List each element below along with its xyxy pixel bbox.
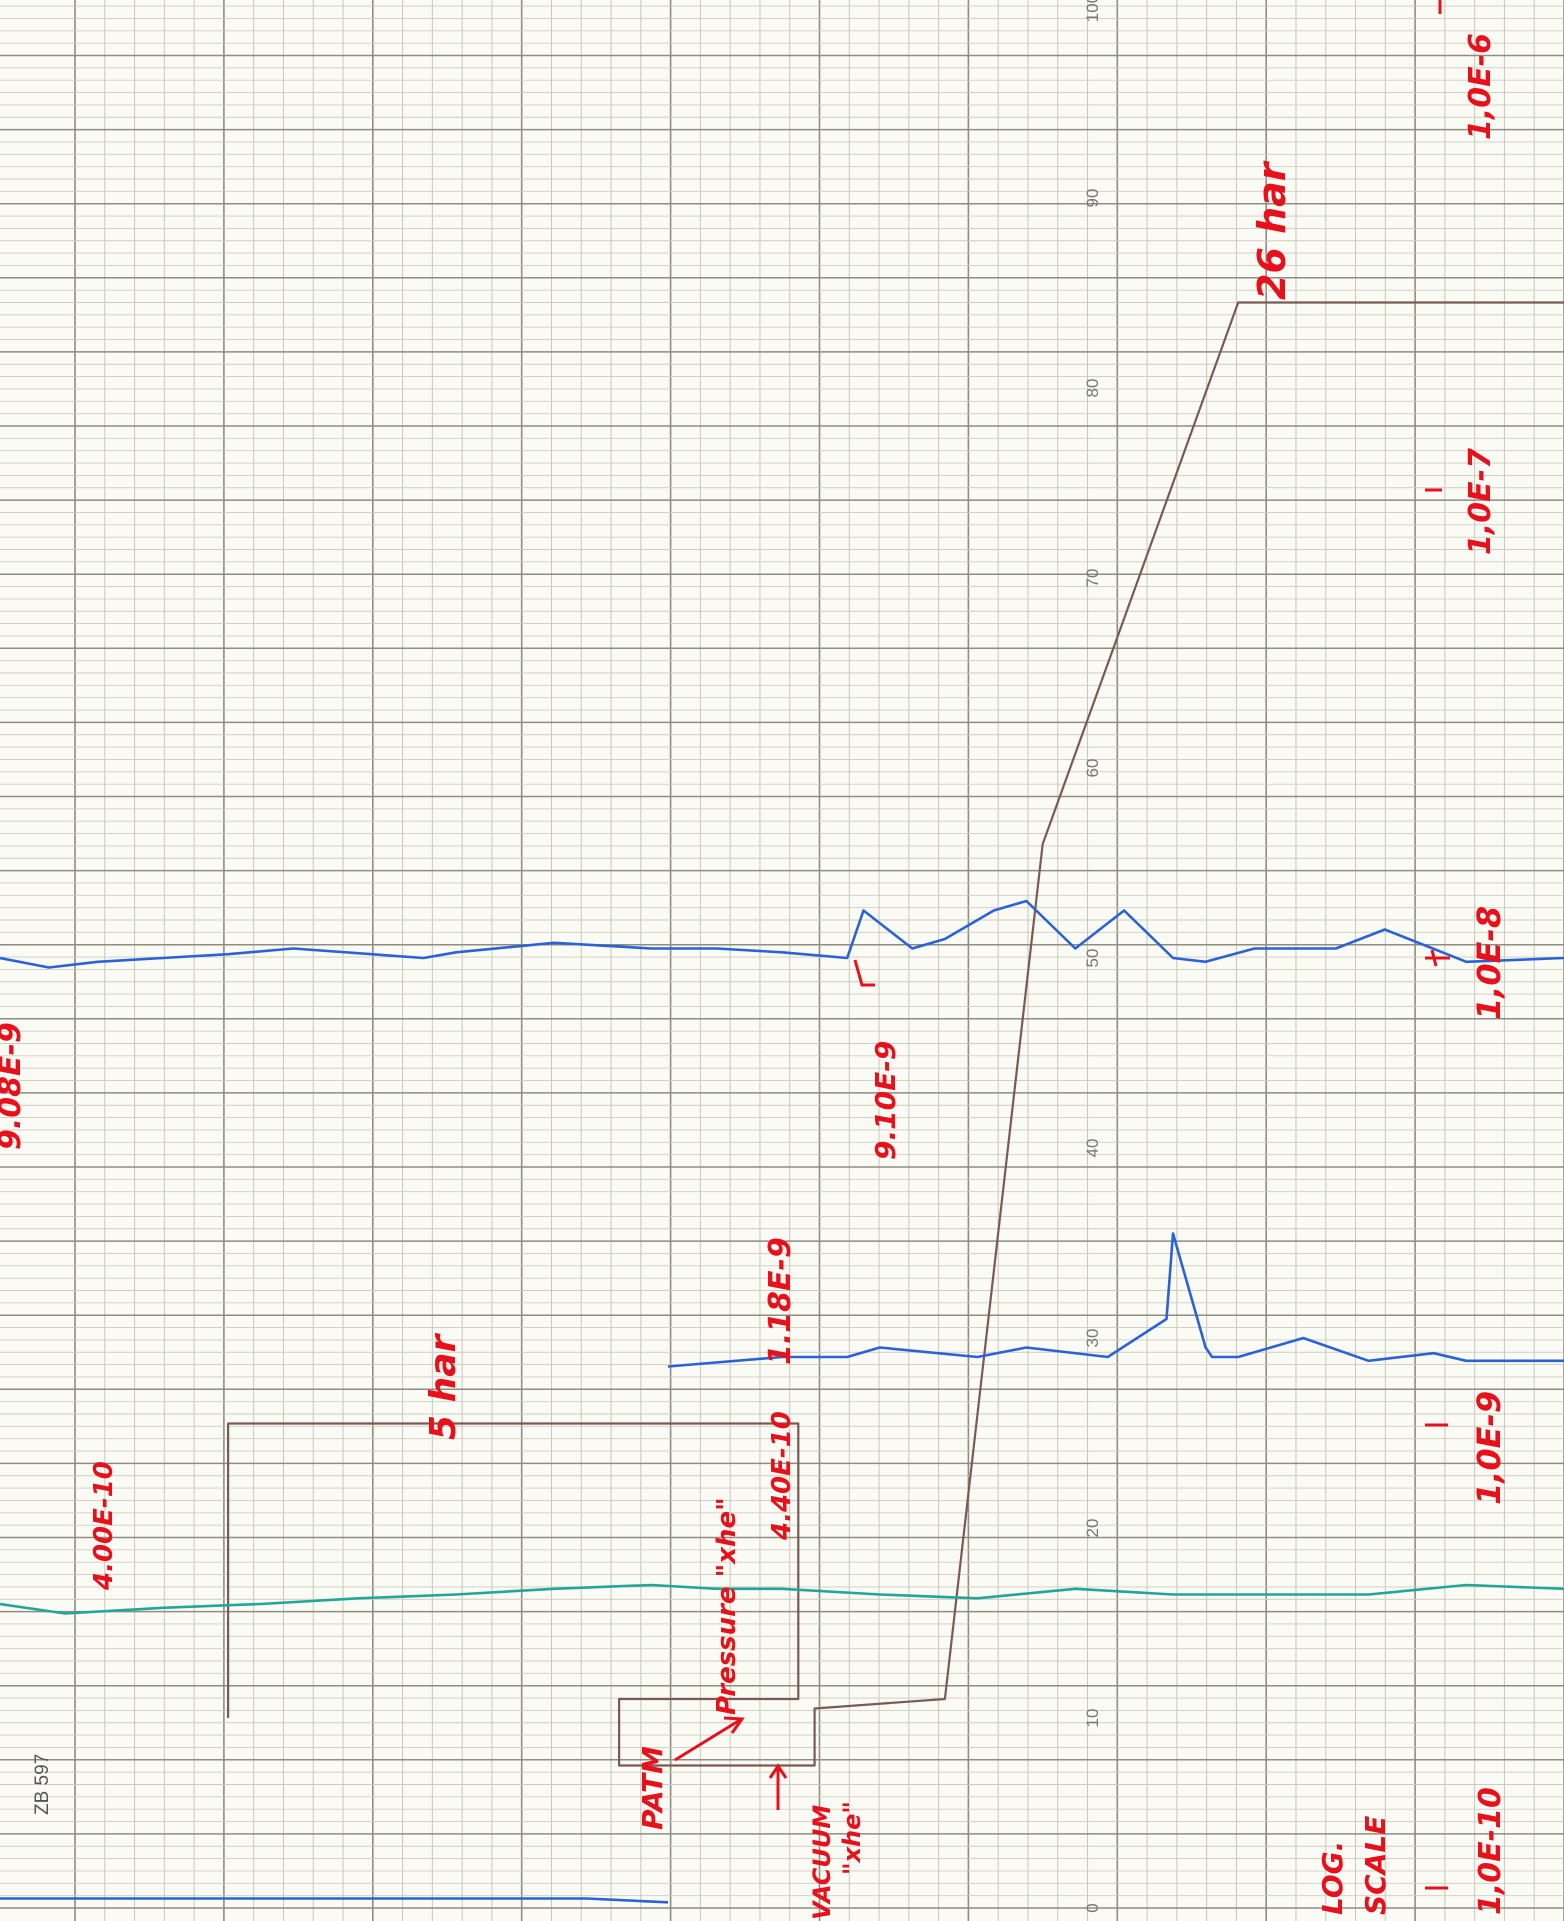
annotation-5-har: 5 har	[423, 1332, 464, 1440]
range-1-0e-10: 1,0E-10	[1473, 1787, 1508, 1915]
9-10e-9-pointer	[853, 959, 875, 987]
value-tick-label: 70	[1083, 569, 1102, 588]
annotation-26-har: 26 har	[1250, 160, 1294, 300]
log-scale-log: LOG.	[1316, 1841, 1349, 1915]
annotation-vacuum-xhe: "xhe"	[838, 1801, 866, 1875]
trace-line	[0, 899, 1564, 969]
log-scale-scale: SCALE	[1359, 1816, 1392, 1915]
trace-line	[227, 301, 1564, 1767]
value-tick-label: 90	[1083, 189, 1102, 208]
annotation-vacuum: VACUUM	[808, 1805, 836, 1920]
annotations: 9.08E-9 4.00E-10 5 har PATM Pressure "xh…	[0, 0, 1508, 1920]
value-tick-label: 100	[1083, 0, 1102, 22]
annotation-4-00e-10: 4.00E-10	[89, 1461, 119, 1591]
value-tick-label: 0	[1083, 1903, 1102, 1912]
value-tick-label: 30	[1083, 1329, 1102, 1348]
annotation-patm: PATM	[636, 1746, 669, 1830]
trace-line	[0, 1583, 1564, 1615]
annotation-9-10e-9: 9.10E-9	[869, 1041, 902, 1160]
range-tick-1-0e-8	[1425, 949, 1450, 967]
traces	[0, 301, 1564, 1904]
annotation-1-18e-9: 1.18E-9	[763, 1237, 798, 1365]
value-tick-label: 60	[1083, 759, 1102, 778]
value-ticks: 0 10 20 30 40 50 60 70 80 90 100	[1083, 0, 1102, 1913]
range-1-0e-9: 1,0E-9	[1470, 1391, 1508, 1505]
paper-code: ZB 597	[32, 1754, 53, 1815]
value-tick-label: 10	[1083, 1709, 1102, 1728]
annotation-4-40e-10: 4.40E-10	[767, 1411, 797, 1541]
annotation-pressure: Pressure "xhe"	[712, 1497, 742, 1715]
patm-arrow	[674, 1716, 745, 1762]
range-1-0e-7: 1,0E-7	[1463, 448, 1498, 555]
range-1-0e-6: 1,0E-6	[1463, 33, 1498, 140]
value-tick-label: 20	[1083, 1519, 1102, 1538]
value-tick-label: 80	[1083, 379, 1102, 398]
range-1-0e-8: 1,0E-8	[1470, 906, 1508, 1020]
vacuum-arrow	[768, 1763, 788, 1810]
value-tick-label: 50	[1083, 949, 1102, 968]
annotation-9-08e-9: 9.08E-9	[0, 1022, 28, 1150]
trace-line	[0, 1897, 669, 1904]
trace-line	[667, 1232, 1564, 1368]
value-tick-label: 40	[1083, 1139, 1102, 1158]
